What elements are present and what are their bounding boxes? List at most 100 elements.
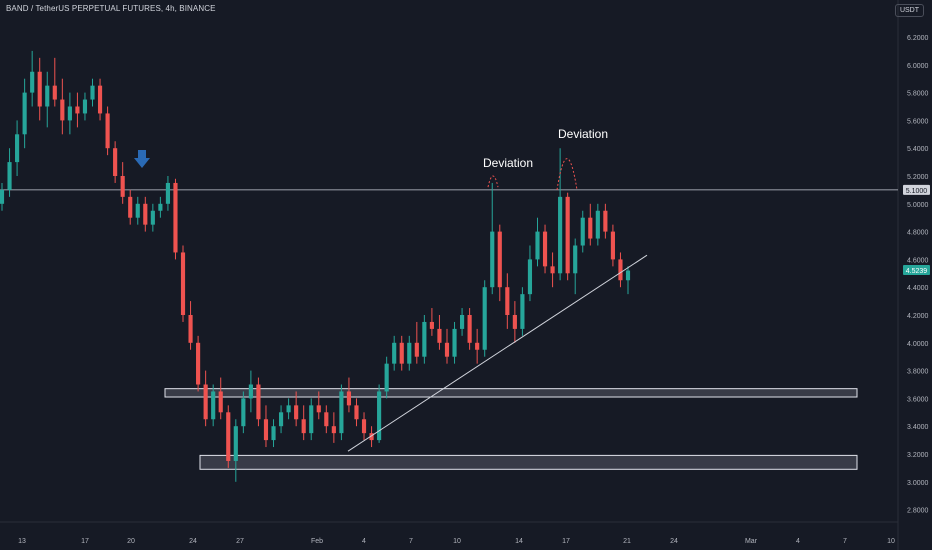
candle-body (158, 203, 163, 211)
candle-body (113, 148, 118, 176)
candle-body (37, 71, 42, 107)
candle-body (497, 231, 502, 288)
candle-body (15, 134, 20, 163)
chart-title: BAND / TetherUS PERPETUAL FUTURES, 4h, B… (6, 4, 216, 13)
candle-body (173, 182, 178, 253)
y-tick-label: 4.4000 (907, 285, 929, 292)
x-tick-label: 13 (18, 538, 26, 545)
candle-body (520, 294, 525, 329)
candle-body (278, 412, 284, 427)
candle-body (437, 328, 442, 343)
x-tick-label: 20 (127, 538, 135, 545)
currency-button[interactable]: USDT (894, 4, 924, 17)
candle-body (30, 71, 35, 93)
candle-body (610, 231, 615, 260)
candle-body (452, 328, 457, 357)
candle-body (399, 342, 404, 364)
x-tick-label: 14 (515, 538, 523, 545)
x-tick-label: 4 (362, 538, 366, 545)
candle-body (595, 210, 600, 239)
down-arrow-icon (134, 150, 150, 168)
candle-body (407, 342, 412, 364)
x-tick-label: Feb (311, 538, 323, 545)
candle-body (271, 426, 276, 441)
candle-body (22, 92, 27, 135)
candle-body (241, 398, 246, 427)
candle-body (527, 259, 533, 295)
candle-body (354, 405, 359, 420)
candle-body (422, 321, 427, 357)
candle-body (0, 189, 5, 204)
candle-body (444, 342, 450, 357)
y-tick-label: 3.2000 (907, 452, 929, 459)
level-price-label: 5.1000 (906, 188, 928, 195)
candle-body (263, 419, 269, 441)
candle-body (120, 176, 125, 197)
candle-body (429, 321, 434, 329)
candle-body (550, 266, 555, 274)
candle-body (505, 287, 510, 315)
candle-body (135, 203, 140, 218)
candle-body (294, 405, 299, 420)
candle-body (256, 384, 261, 420)
candle-body (309, 405, 314, 434)
y-tick-label: 4.8000 (907, 230, 929, 237)
x-tick-label: 21 (623, 538, 631, 545)
candle-body (558, 196, 563, 274)
deviation-label-2: Deviation (558, 127, 609, 141)
y-tick-label: 3.8000 (907, 369, 929, 376)
candle-body (369, 433, 374, 441)
y-tick-label: 4.0000 (907, 341, 929, 348)
deviation-arc-1 (487, 175, 499, 188)
candle-body (490, 231, 495, 288)
candle-body (67, 106, 72, 121)
candle-body (7, 162, 12, 190)
y-tick-label: 4.2000 (907, 313, 929, 320)
y-tick-label: 3.4000 (907, 424, 929, 431)
candle-body (226, 412, 231, 461)
x-tick-label: 24 (189, 538, 197, 545)
candle-body (482, 287, 487, 350)
y-tick-label: 5.8000 (907, 91, 929, 98)
candle-body (90, 85, 95, 100)
candle-body (324, 412, 329, 427)
y-tick-label: 5.2000 (907, 174, 929, 181)
candle-body (414, 342, 419, 357)
candle-body (377, 391, 382, 441)
candle-body (361, 419, 367, 434)
x-tick-label: 4 (796, 538, 800, 545)
candle-body (580, 217, 585, 246)
y-tick-label: 5.4000 (907, 146, 929, 153)
candle-body (150, 210, 155, 225)
candle-body (128, 196, 133, 218)
candle-body (475, 342, 480, 350)
candle-body (233, 426, 238, 461)
candle-body (467, 315, 472, 343)
trendline (347, 254, 648, 452)
candle-body (45, 85, 50, 107)
y-tick-label: 6.2000 (907, 35, 929, 42)
candle-body (82, 99, 88, 114)
deviation-label-1: Deviation (483, 156, 534, 170)
level-price-tag (903, 184, 930, 195)
candle-body (97, 85, 103, 114)
candle-body (248, 384, 253, 399)
candle-body (565, 196, 570, 274)
candle-body (392, 342, 397, 364)
y-tick-label: 5.0000 (907, 202, 929, 209)
candle-body (180, 252, 186, 315)
candle-body (203, 384, 208, 420)
x-tick-label: 7 (843, 538, 847, 545)
candle-body (75, 106, 80, 114)
candle-body (301, 419, 306, 434)
last-price-label: 4.5239 (906, 268, 928, 275)
x-tick-label: 27 (236, 538, 244, 545)
candle-body (384, 363, 389, 392)
candle-body (211, 391, 216, 420)
candle-body (542, 231, 548, 267)
y-tick-label: 4.6000 (907, 257, 929, 264)
candle-body (196, 342, 201, 385)
x-tick-label: 10 (453, 538, 461, 545)
